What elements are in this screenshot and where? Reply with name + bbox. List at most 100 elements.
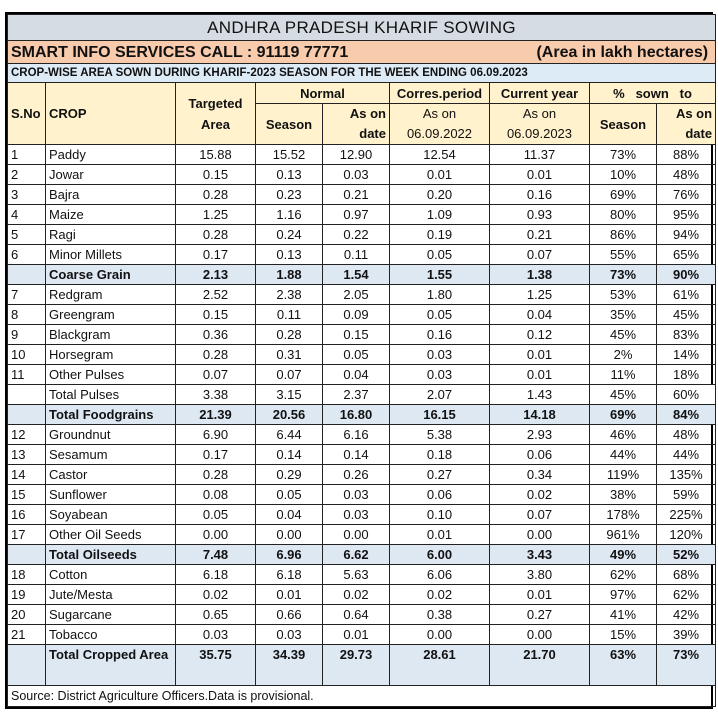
- targeted-area-cell: 0.15: [175, 304, 256, 325]
- current-year-cell: 21.70: [489, 644, 590, 686]
- sno-cell: 20: [7, 604, 46, 625]
- table-row: 11 Other Pulses 0.07 0.07 0.04 0.03 0.01 11% 18%: [7, 364, 717, 385]
- pct-as-on-date-cell: 95%: [655, 204, 717, 225]
- corres-period-cell: 1.55: [389, 264, 490, 285]
- pct-as-on-date-cell: 44%: [655, 444, 717, 465]
- table-row: 2 Jowar 0.15 0.13 0.03 0.01 0.01 10% 48%: [7, 164, 717, 185]
- sno-cell: 6: [7, 244, 46, 265]
- header-crop: CROP: [45, 82, 176, 145]
- pct-as-on-date-cell: 62%: [655, 584, 717, 605]
- current-year-cell: 2.93: [489, 424, 590, 445]
- sowing-table: ANDHRA PRADESH KHARIF SOWING SMART INFO …: [6, 14, 717, 707]
- sno-cell: 9: [7, 324, 46, 345]
- targeted-area-cell: 0.28: [175, 224, 256, 245]
- current-year-cell: 3.80: [489, 564, 590, 585]
- normal-season-cell: 0.14: [255, 444, 323, 465]
- unit-note: (Area in lakh hectares): [536, 43, 709, 61]
- crop-cell: Jowar: [45, 164, 176, 185]
- total-row: Total Cropped Area 35.75 34.39 29.73 28.61 21…: [7, 644, 717, 686]
- targeted-area-cell: 0.02: [175, 584, 256, 605]
- current-year-cell: 0.12: [489, 324, 590, 345]
- crop-cell: Tobacco: [45, 624, 176, 645]
- targeted-area-cell: 0.36: [175, 324, 256, 345]
- crop-cell: Redgram: [45, 284, 176, 305]
- normal-as-on-date-cell: 0.11: [322, 244, 390, 265]
- normal-season-cell: 20.56: [255, 404, 323, 425]
- targeted-area-cell: 0.28: [175, 464, 256, 485]
- normal-as-on-date-cell: 29.73: [322, 644, 390, 686]
- sno-cell: 11: [7, 364, 46, 385]
- normal-as-on-date-cell: 0.64: [322, 604, 390, 625]
- header-normal-season: Season: [255, 103, 323, 145]
- current-year-cell: 0.21: [489, 224, 590, 245]
- targeted-area-cell: 0.07: [175, 364, 256, 385]
- targeted-area-cell: 0.17: [175, 244, 256, 265]
- pct-as-on-date-cell: 14%: [655, 344, 717, 365]
- normal-season-cell: 0.13: [255, 244, 323, 265]
- normal-season-cell: 1.16: [255, 204, 323, 225]
- normal-as-on-date-cell: 0.03: [322, 504, 390, 525]
- pct-as-on-date-cell: 83%: [655, 324, 717, 345]
- source-note: Source: District Agriculture Officers.Da…: [6, 685, 717, 707]
- targeted-area-cell: 0.28: [175, 344, 256, 365]
- sno-cell: 1: [7, 144, 46, 165]
- normal-season-cell: 15.52: [255, 144, 323, 165]
- crop-cell: Groundnut: [45, 424, 176, 445]
- pct-as-on-date-cell: 61%: [655, 284, 717, 305]
- pct-as-on-date-cell: 94%: [655, 224, 717, 245]
- contact-text: SMART INFO SERVICES CALL : 91119 77771: [11, 43, 349, 61]
- targeted-area-cell: 6.18: [175, 564, 256, 585]
- sowing-report: ANDHRA PRADESH KHARIF SOWING SMART INFO …: [5, 12, 717, 709]
- sno-cell: 13: [7, 444, 46, 465]
- table-row: 10 Horsegram 0.28 0.31 0.05 0.03 0.01 2% 14%: [7, 344, 717, 365]
- normal-season-cell: 0.03: [255, 624, 323, 645]
- targeted-area-cell: 1.25: [175, 204, 256, 225]
- targeted-area-cell: 0.65: [175, 604, 256, 625]
- normal-as-on-date-cell: 2.05: [322, 284, 390, 305]
- normal-as-on-date-cell: 0.14: [322, 444, 390, 465]
- normal-season-cell: 0.29: [255, 464, 323, 485]
- corres-period-cell: 2.07: [389, 384, 490, 405]
- normal-season-cell: 0.05: [255, 484, 323, 505]
- targeted-area-cell: 2.52: [175, 284, 256, 305]
- normal-as-on-date-cell: 0.21: [322, 184, 390, 205]
- normal-as-on-date-cell: 0.26: [322, 464, 390, 485]
- normal-as-on-date-cell: 0.01: [322, 624, 390, 645]
- normal-season-cell: 0.07: [255, 364, 323, 385]
- current-year-cell: 14.18: [489, 404, 590, 425]
- normal-season-cell: 0.23: [255, 184, 323, 205]
- report-subtitle: CROP-WISE AREA SOWN DURING KHARIF-2023 S…: [6, 63, 717, 83]
- corres-period-cell: 12.54: [389, 144, 490, 165]
- pct-as-on-date-cell: 135%: [655, 464, 717, 485]
- crop-cell: Soyabean: [45, 504, 176, 525]
- pct-season-cell: 11%: [589, 364, 657, 385]
- corres-period-cell: 0.01: [389, 524, 490, 545]
- normal-as-on-date-cell: 5.63: [322, 564, 390, 585]
- normal-as-on-date-cell: 16.80: [322, 404, 390, 425]
- pct-season-cell: 35%: [589, 304, 657, 325]
- header-current: Current year: [489, 82, 590, 104]
- crop-cell: Other Pulses: [45, 364, 176, 385]
- current-year-cell: 1.38: [489, 264, 590, 285]
- corres-period-cell: 0.10: [389, 504, 490, 525]
- current-year-cell: 0.01: [489, 584, 590, 605]
- pct-season-cell: 10%: [589, 164, 657, 185]
- pct-as-on-date-cell: 42%: [655, 604, 717, 625]
- normal-season-cell: 0.31: [255, 344, 323, 365]
- corres-period-cell: 0.27: [389, 464, 490, 485]
- targeted-area-cell: 0.08: [175, 484, 256, 505]
- normal-season-cell: 0.24: [255, 224, 323, 245]
- normal-season-cell: 0.28: [255, 324, 323, 345]
- header-pct: % sown to: [588, 82, 717, 104]
- pct-season-cell: 97%: [589, 584, 657, 605]
- crop-cell: Cotton: [45, 564, 176, 585]
- corres-period-cell: 0.18: [389, 444, 490, 465]
- normal-as-on-date-cell: 0.15: [322, 324, 390, 345]
- pct-season-cell: 2%: [589, 344, 657, 365]
- pct-as-on-date-cell: 225%: [655, 504, 717, 525]
- sno-cell: 8: [7, 304, 46, 325]
- sno-cell: [7, 544, 46, 565]
- normal-season-cell: 6.18: [255, 564, 323, 585]
- crop-cell: Greengram: [45, 304, 176, 325]
- pct-as-on-date-cell: 18%: [655, 364, 717, 385]
